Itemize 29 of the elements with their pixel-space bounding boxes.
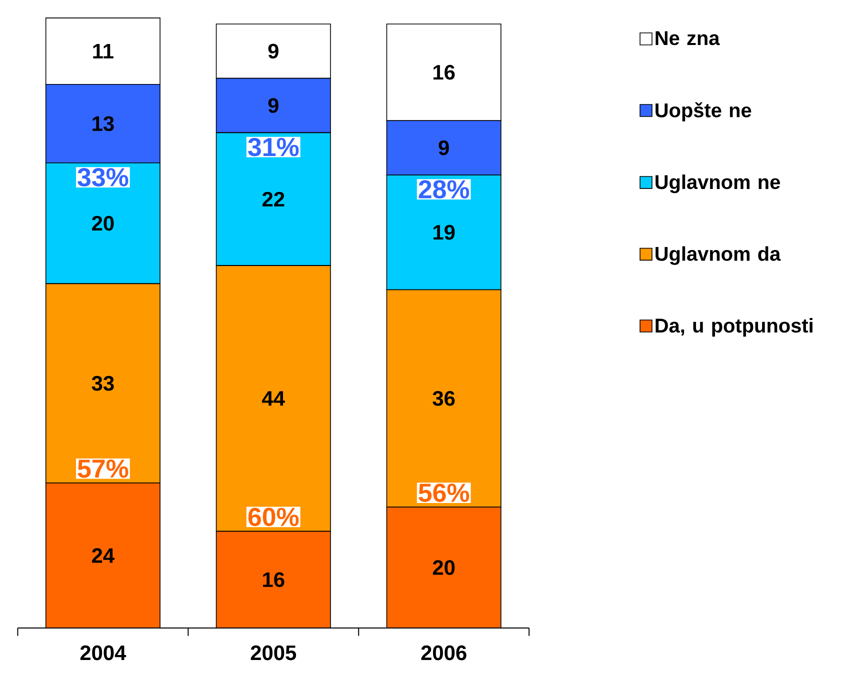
x-tick-label: 2005 bbox=[250, 646, 296, 660]
data-label: 9 bbox=[438, 140, 449, 156]
data-label: 33 bbox=[92, 376, 114, 391]
annotation: 60% bbox=[248, 508, 299, 526]
data-label: 19 bbox=[434, 225, 455, 240]
data-label: 9 bbox=[268, 98, 278, 114]
annotation: 28% bbox=[418, 180, 470, 199]
data-label: 44 bbox=[262, 391, 285, 406]
annotation: 56% bbox=[418, 484, 470, 502]
annotation: 57% bbox=[78, 460, 128, 478]
legend-label: Uglavnom ne bbox=[656, 174, 780, 194]
data-label: 9 bbox=[268, 44, 278, 59]
legend-label: Ne zna bbox=[656, 31, 720, 46]
annotation: 33% bbox=[78, 168, 128, 187]
x-tick-label: 2006 bbox=[421, 646, 466, 660]
legend-label: Uopšte ne bbox=[656, 102, 752, 122]
x-tick-label: 2004 bbox=[80, 646, 126, 660]
annotation: 31% bbox=[248, 138, 299, 156]
data-label: 20 bbox=[92, 216, 114, 231]
data-label: 16 bbox=[263, 572, 284, 588]
data-label: 13 bbox=[92, 116, 114, 132]
data-label: 16 bbox=[434, 64, 455, 80]
data-label: 22 bbox=[262, 192, 284, 207]
legend-label: Uglavnom da bbox=[656, 246, 781, 266]
data-label: 11 bbox=[93, 44, 114, 58]
data-label: 24 bbox=[92, 548, 114, 563]
data-label: 20 bbox=[432, 560, 455, 576]
legend-label: Da, u potpunosti bbox=[656, 318, 812, 337]
data-label: 36 bbox=[432, 391, 455, 406]
